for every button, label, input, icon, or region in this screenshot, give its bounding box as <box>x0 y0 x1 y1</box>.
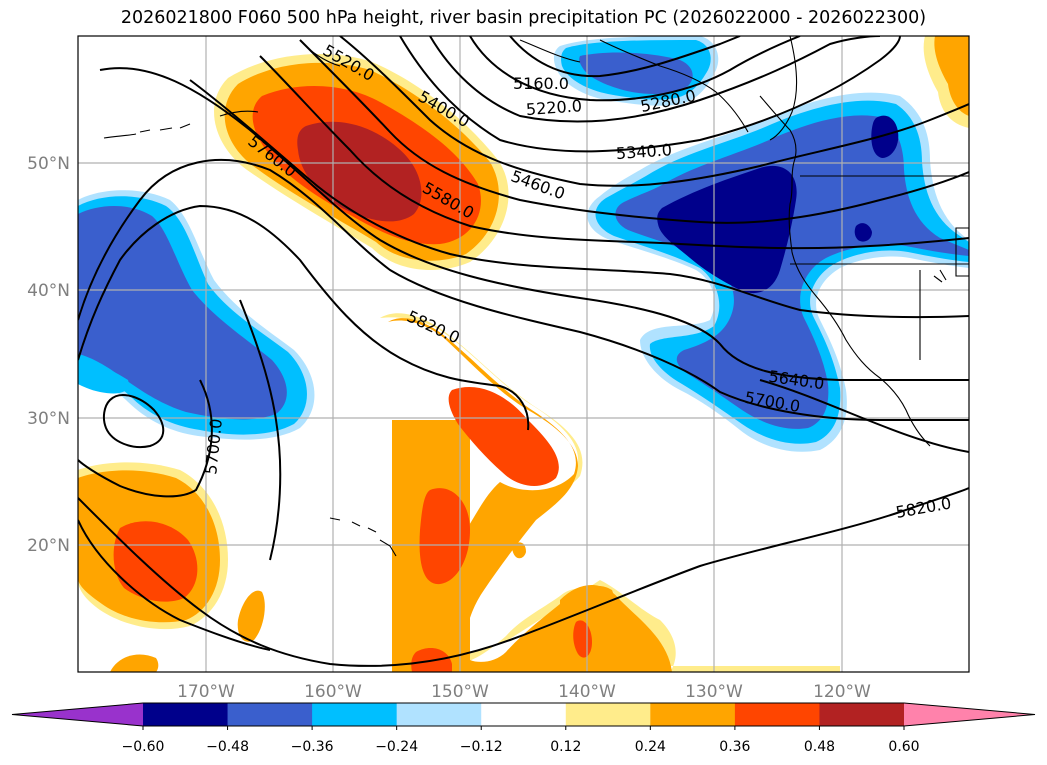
lat-label: 20°N <box>27 536 70 556</box>
shade-positive-sw-red <box>113 521 198 602</box>
contour-5760-low <box>102 394 165 448</box>
map-field <box>78 36 969 672</box>
shade-positive-darkred <box>297 121 422 222</box>
shade-positive-sw-small3 <box>512 542 526 559</box>
latitude-labels: 50°N 40°N 30°N 20°N <box>27 154 70 556</box>
shade-positive-corner-orange <box>934 36 969 116</box>
colorbar: −0.60 −0.48 −0.36 −0.24 −0.12 0.12 0.24 0.36 0.4… <box>11 702 1036 755</box>
contour-label-5220: 5220.0 <box>525 96 582 119</box>
contour-5280 <box>429 36 881 123</box>
contour-label-5460: 5460.0 <box>508 166 567 203</box>
shade-positive-sw-small <box>237 590 265 642</box>
shade-negative-east-darkblue2 <box>871 115 899 158</box>
colorbar-swatch <box>481 703 567 726</box>
colorbar-swatch <box>734 703 820 726</box>
shade-negative-west-cyan-inner <box>78 356 129 394</box>
contour-5700-low <box>78 379 213 498</box>
colorbar-swatch <box>565 703 651 726</box>
contour-5520 <box>259 55 969 250</box>
colorbar-extend-high <box>904 703 1035 726</box>
lat-label: 50°N <box>27 154 70 174</box>
colorbar-tick-label: 0.12 <box>550 739 581 755</box>
lat-label: 30°N <box>27 409 70 429</box>
colorbar-tick-label: −0.12 <box>460 739 503 755</box>
contour-5820-inner <box>78 519 271 651</box>
contour-5700-arc <box>239 299 282 561</box>
contour-5400 <box>339 36 969 187</box>
colorbar-swatch <box>312 703 398 726</box>
colorbar-extend-low <box>12 703 143 726</box>
lon-label: 160°W <box>304 682 362 702</box>
colorbar-tick-label: 0.60 <box>888 739 919 755</box>
contour-5580 <box>189 79 969 319</box>
contour-label-5820-east: 5820.0 <box>894 493 952 521</box>
colorbar-swatch <box>227 703 313 726</box>
contour-5460 <box>299 39 969 224</box>
colorbar-swatch <box>819 703 905 726</box>
contour-5820-east <box>759 379 969 453</box>
colorbar-tick-label: −0.60 <box>122 739 165 755</box>
lon-label: 150°W <box>431 682 489 702</box>
graticule <box>78 36 969 672</box>
colorbar-tick-label: −0.24 <box>375 739 418 755</box>
contour-5340 <box>399 36 901 153</box>
coastlines <box>103 36 969 557</box>
shade-positive-tongue-red1 <box>448 386 559 486</box>
shade-negative-east-darkblue3 <box>854 223 872 242</box>
shade-positive-sw-small2 <box>110 654 159 672</box>
colorbar-tick-label: 0.48 <box>804 739 835 755</box>
lon-label: 130°W <box>685 682 743 702</box>
contour-label-5160: 5160.0 <box>513 74 569 93</box>
lon-label: 120°W <box>813 682 871 702</box>
contour-label-5340: 5340.0 <box>615 140 672 163</box>
longitude-labels: 170°W 160°W 150°W 140°W 130°W 120°W <box>177 682 871 702</box>
contour-5640 <box>99 67 969 382</box>
shade-negative-west-blue <box>78 206 287 420</box>
contour-5160 <box>509 36 741 78</box>
colorbar-tick-label: −0.36 <box>291 739 334 755</box>
colorbar-tick-label: 0.24 <box>635 739 666 755</box>
contour-5220 <box>469 36 801 102</box>
map-title: 2026021800 F060 500 hPa height, river ba… <box>120 8 927 28</box>
map-frame <box>77 35 970 673</box>
contour-label-5820: 5820.0 <box>404 307 463 348</box>
colorbar-swatch <box>650 703 736 726</box>
colorbar-swatch <box>396 703 482 726</box>
height-contours <box>78 36 969 667</box>
colorbar-tick-label: 0.36 <box>719 739 750 755</box>
lon-label: 140°W <box>558 682 616 702</box>
lon-label: 170°W <box>177 682 235 702</box>
contour-5700 <box>78 159 969 422</box>
contour-5760 <box>78 204 530 431</box>
colorbar-swatch <box>143 703 229 726</box>
lat-label: 40°N <box>27 281 70 301</box>
shade-negative-east-darkblue <box>657 165 797 294</box>
shade-positive-tongue-red2 <box>419 488 470 585</box>
colorbar-tick-label: −0.48 <box>206 739 249 755</box>
contour-5820 <box>78 487 969 667</box>
